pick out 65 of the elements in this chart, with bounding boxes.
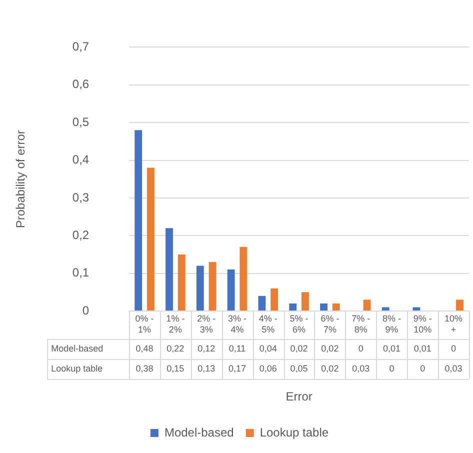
text: Lookup table [51, 363, 103, 374]
x-tick-label: 9% - 10% [413, 313, 432, 334]
bar [320, 303, 328, 310]
bar [382, 307, 390, 310]
data-label: 0,01 [382, 343, 401, 354]
x-tick-label: 10% + [444, 313, 463, 334]
data-label: 0,11 [228, 343, 246, 354]
data-label: 0 [420, 363, 426, 374]
x-tick-label: 7% - 8% [352, 313, 370, 334]
data-label: 0,17 [228, 363, 246, 374]
bar [258, 296, 266, 310]
y-tick-label: 0,7 [72, 40, 90, 54]
y-tick-label: 0,3 [72, 190, 90, 204]
bar [270, 288, 278, 310]
x-tick-label: 5% - 6% [290, 313, 308, 334]
data-label: 0 [389, 363, 394, 374]
data-label: 0 [358, 343, 364, 354]
data-label: 0,02 [290, 343, 308, 354]
x-axis-title: Error [286, 389, 312, 404]
bar [363, 300, 371, 310]
x-tick-label: 2% - 3% [197, 313, 216, 334]
data-label: 0,03 [444, 363, 462, 374]
data-label: 0,38 [136, 363, 154, 374]
x-tick-label: 1% - 2% [166, 313, 185, 334]
data-label: 0,01 [414, 343, 432, 354]
legend-label: Lookup table [260, 425, 329, 440]
bar [208, 262, 216, 310]
y-tick-label: 0,6 [72, 77, 90, 92]
bar [134, 130, 142, 310]
y-tick-label: 0 [82, 303, 90, 318]
data-label: 0,48 [136, 343, 154, 354]
data-label: 0,22 [166, 343, 184, 354]
data-label: 0,03 [352, 363, 370, 374]
bar [178, 254, 186, 310]
data-label: 0,12 [198, 343, 216, 354]
bar [147, 168, 154, 310]
bar [166, 228, 173, 310]
bar [227, 270, 235, 310]
data-label: 0,02 [321, 343, 339, 354]
data-label: 0,06 [259, 363, 277, 374]
x-tick-label: 6% - 7% [320, 313, 340, 334]
data-label: 0,02 [321, 363, 339, 374]
y-axis-title: Probability of error [14, 130, 28, 228]
y-tick-label: 0,4 [72, 152, 90, 167]
text: Model-based [51, 343, 104, 354]
data-label: 0,05 [290, 363, 308, 374]
data-label: 0,15 [166, 363, 184, 374]
y-tick-label: 0,2 [72, 228, 90, 242]
bar [196, 266, 204, 310]
bar [456, 300, 464, 310]
x-tick-label: 8% - 9% [382, 313, 402, 334]
x-tick-label: 3% - 4% [228, 313, 246, 334]
bar [302, 292, 309, 310]
bar [412, 307, 420, 310]
bar [332, 303, 340, 310]
bar [240, 246, 248, 310]
y-tick-label: 0,5 [72, 114, 90, 129]
x-tick-label: 4% - 5% [258, 313, 278, 334]
data-label: 0,04 [259, 343, 277, 354]
data-label: 0,13 [198, 363, 216, 374]
data-label: 0 [451, 343, 456, 354]
x-tick-label: 0% - 1% [135, 313, 154, 334]
y-tick-label: 0,1 [72, 266, 90, 280]
bar [289, 303, 297, 310]
legend-label: Model-based [164, 425, 234, 440]
